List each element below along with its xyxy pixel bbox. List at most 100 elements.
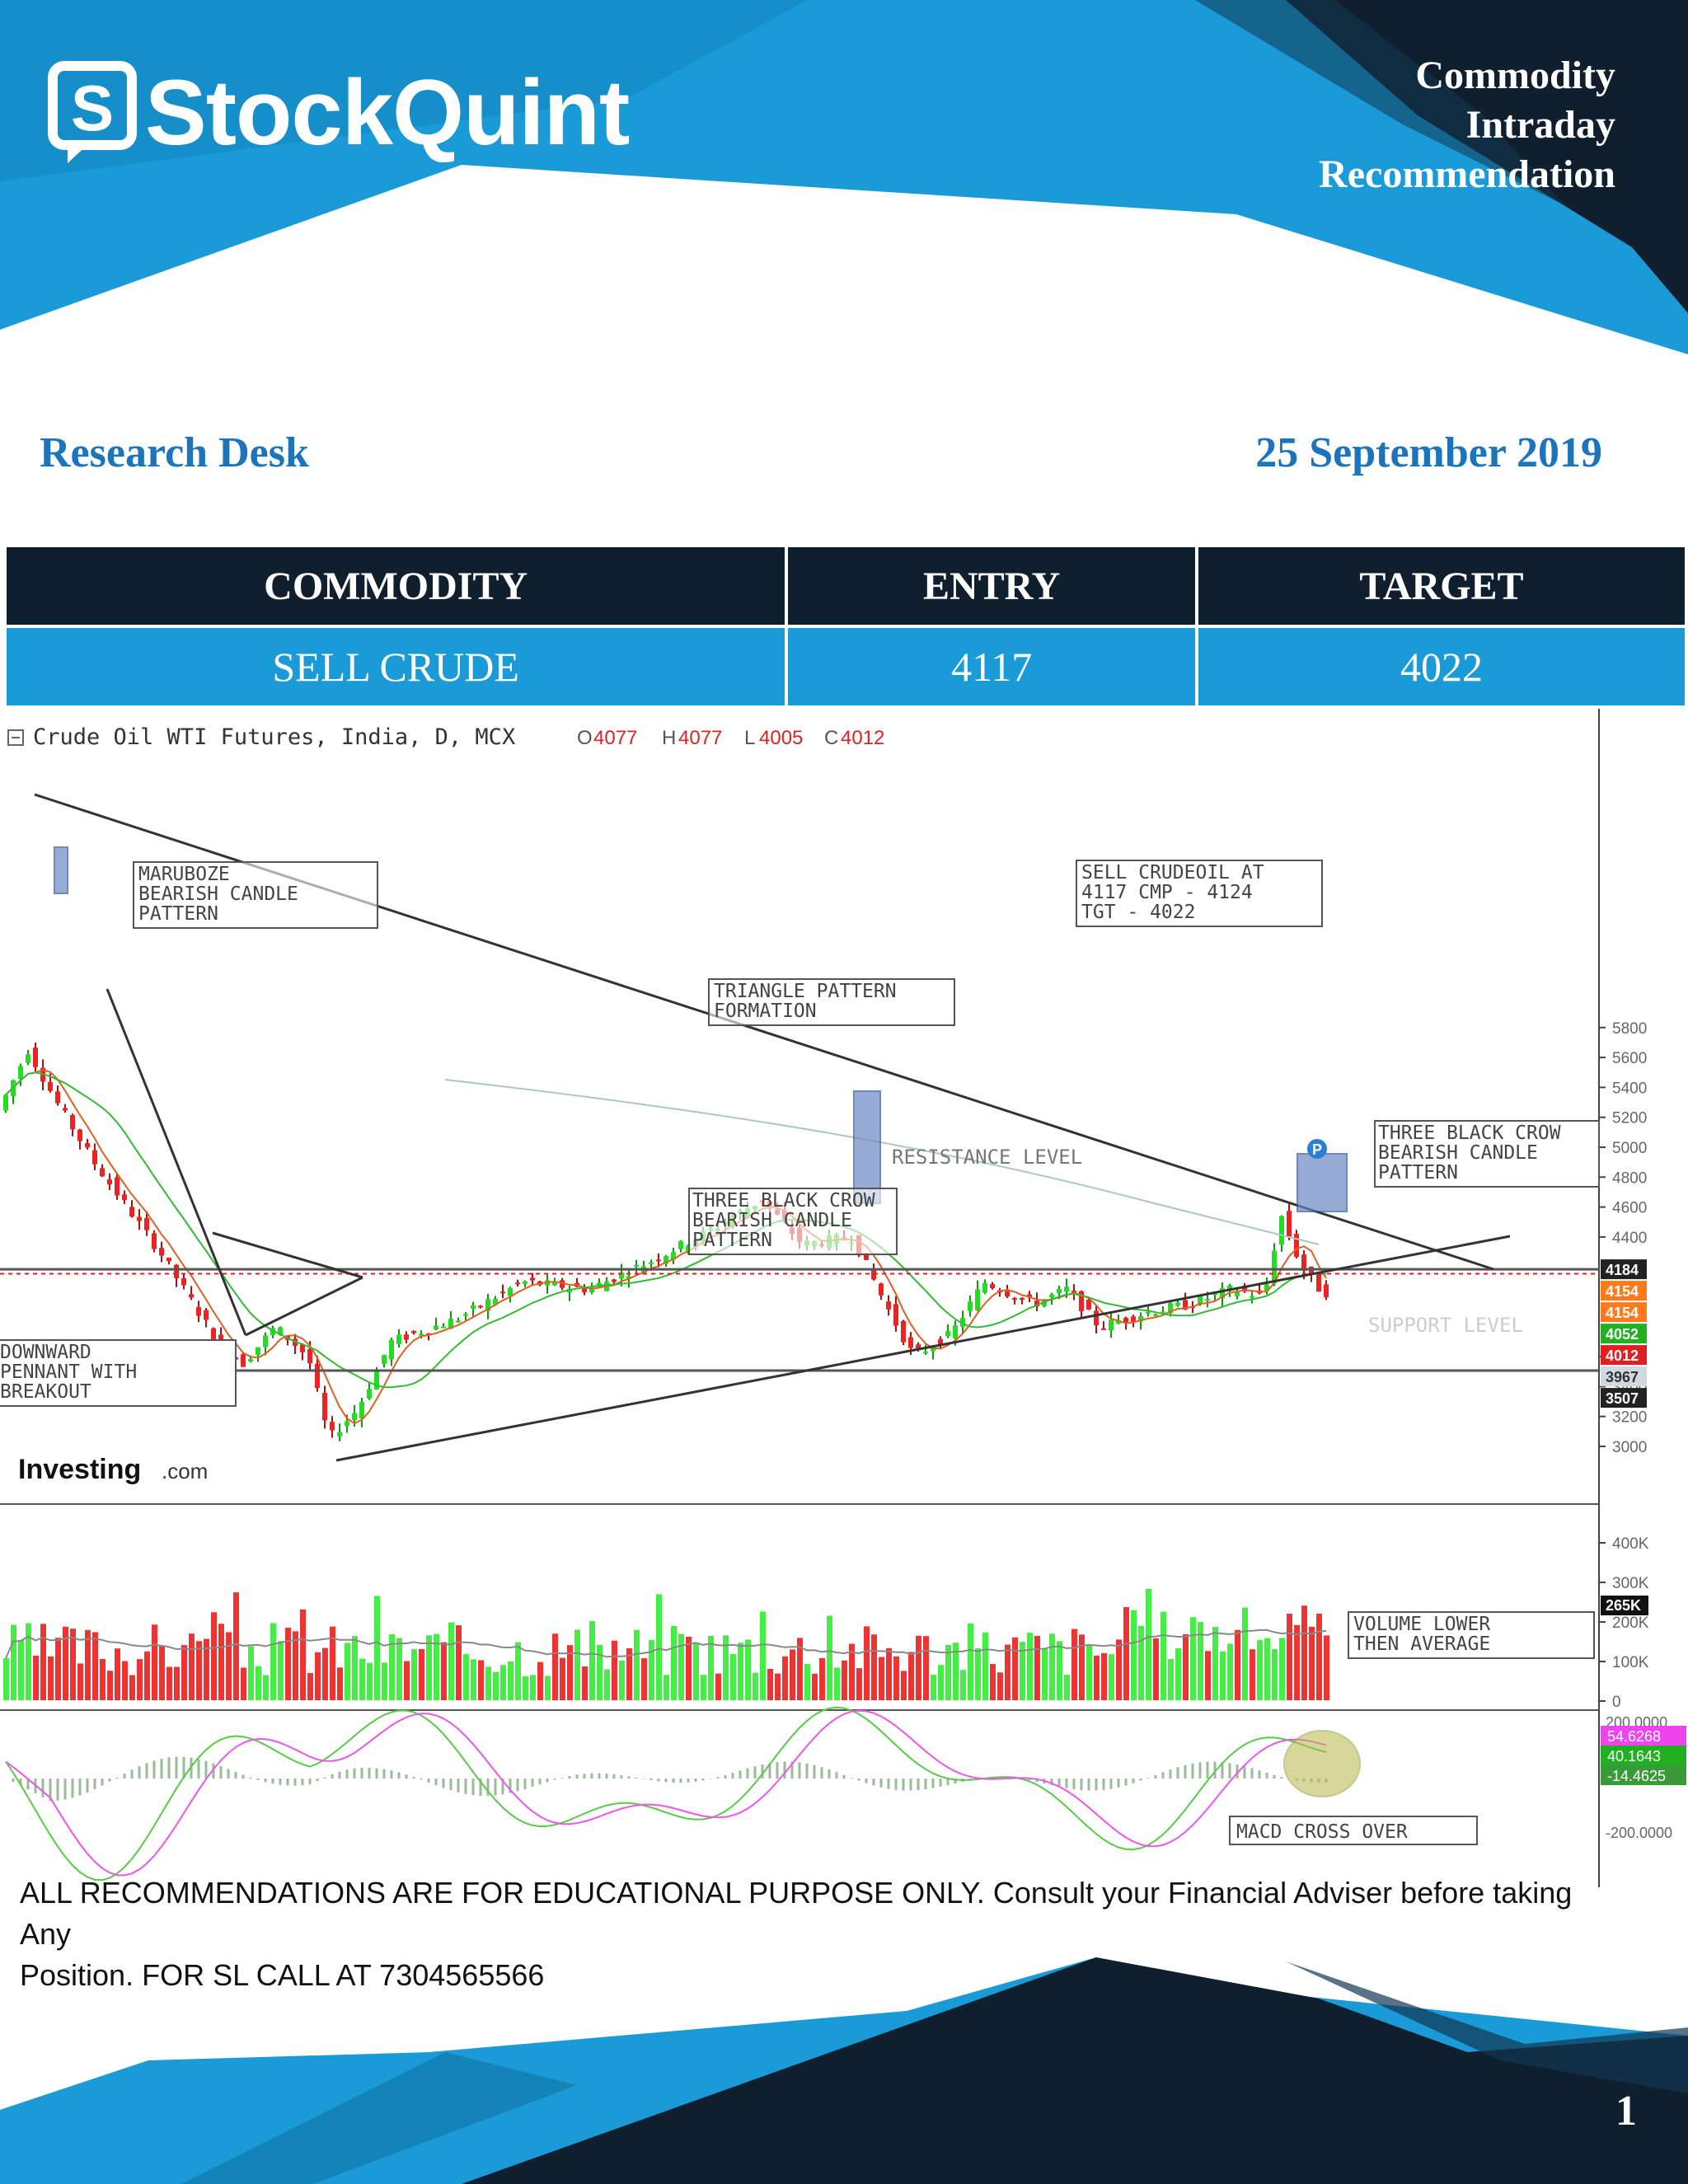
- volume-bar: [597, 1644, 603, 1700]
- report-date: 25 September 2019: [1255, 429, 1602, 476]
- candle-body: [1279, 1216, 1284, 1245]
- volume-bar: [856, 1668, 862, 1700]
- price-axis-label: 5200: [1612, 1110, 1647, 1127]
- volume-bar: [70, 1629, 76, 1700]
- table-header-cell: COMMODITY: [7, 547, 785, 625]
- volume-bar: [945, 1644, 951, 1700]
- candle-body: [463, 1314, 468, 1316]
- volume-bar: [1123, 1607, 1129, 1700]
- candle-body: [55, 1091, 60, 1104]
- volume-bar: [1034, 1636, 1040, 1700]
- volume-bar: [1012, 1637, 1018, 1700]
- table-row: SELL CRUDE 4117 4022: [7, 628, 1685, 705]
- candle-body: [1198, 1296, 1203, 1305]
- candle-body: [493, 1298, 498, 1305]
- moving-average-fast: [5, 1069, 1327, 1425]
- volume-bar: [226, 1632, 232, 1700]
- report-title-line: Commodity: [1415, 54, 1615, 97]
- candle-body: [352, 1413, 357, 1421]
- candle-body: [1079, 1291, 1084, 1312]
- candle-body: [1020, 1297, 1025, 1300]
- annotation-line: TRIANGLE PATTERN: [714, 981, 897, 1002]
- volume-bar: [686, 1636, 692, 1700]
- volume-bar: [1131, 1610, 1137, 1700]
- volume-bar: [738, 1643, 743, 1700]
- resistance-label: RESISTANCE LEVEL: [892, 1146, 1082, 1169]
- candle-body: [241, 1354, 246, 1367]
- candle-body: [523, 1281, 528, 1284]
- annotation-three-black-crow-mid: THREE BLACK CROW BEARISH CANDLE PATTERN: [688, 1188, 898, 1255]
- price-axis-label: 5000: [1612, 1140, 1647, 1157]
- recommendation-table: COMMODITY ENTRY TARGET SELL CRUDE 4117 4…: [3, 544, 1688, 709]
- candle-body: [1227, 1285, 1232, 1291]
- candle-body: [1005, 1291, 1010, 1297]
- volume-bar: [1027, 1633, 1033, 1700]
- candle-body: [411, 1331, 416, 1333]
- volume-bar: [574, 1629, 580, 1700]
- macd-tag-box: [1601, 1746, 1686, 1765]
- volume-bar: [730, 1654, 736, 1700]
- candle-body: [663, 1256, 668, 1264]
- price-tag-box: [1601, 1302, 1647, 1323]
- candle-body: [33, 1047, 38, 1067]
- volume-bar: [1309, 1626, 1315, 1700]
- candle-body: [137, 1216, 142, 1221]
- candle-body: [589, 1287, 594, 1293]
- candle-body: [508, 1287, 513, 1296]
- volume-bar: [241, 1667, 246, 1700]
- candle-body: [166, 1257, 171, 1262]
- volume-average-line: [5, 1629, 1327, 1659]
- candle-body: [382, 1355, 387, 1365]
- candle-body: [77, 1129, 82, 1141]
- candle-body: [500, 1291, 505, 1294]
- volume-bar: [389, 1633, 395, 1700]
- candle-body: [893, 1304, 898, 1326]
- candle-body: [923, 1352, 928, 1354]
- volume-bar: [122, 1661, 128, 1700]
- volume-bar: [671, 1626, 677, 1700]
- watermark-main: Investing: [18, 1454, 141, 1485]
- candle-body: [396, 1334, 401, 1344]
- ohlc-low: 4005: [759, 727, 803, 749]
- price-chart: Crude Oil WTI Futures, India, D, MCX O 4…: [0, 709, 1686, 1887]
- volume-bar: [1175, 1648, 1181, 1700]
- macd-tag-label: 40.1643: [1607, 1748, 1661, 1765]
- volume-bar: [790, 1649, 795, 1700]
- volume-bar: [871, 1634, 877, 1700]
- ohlc-high: 4077: [678, 727, 722, 749]
- candle-body: [1094, 1310, 1099, 1326]
- volume-bar: [626, 1648, 632, 1700]
- volume-bar: [1138, 1625, 1144, 1700]
- annotation-sell-call: SELL CRUDEOIL AT 4117 CMP - 4124 TGT - 4…: [1076, 860, 1323, 927]
- candle-body: [1235, 1291, 1240, 1296]
- volume-panel: [3, 1588, 1329, 1700]
- volume-bar: [307, 1672, 313, 1700]
- volume-bar: [1153, 1638, 1159, 1700]
- annotation-line: BEARISH CANDLE: [1378, 1142, 1538, 1164]
- price-tag-label: 4184: [1606, 1262, 1639, 1278]
- volume-bar: [493, 1671, 499, 1700]
- candle-body: [656, 1259, 661, 1262]
- candle-body: [174, 1264, 179, 1278]
- candle-body: [1138, 1316, 1143, 1322]
- volume-bar: [1257, 1639, 1263, 1700]
- candle-body: [1153, 1314, 1158, 1316]
- table-header-cell: ENTRY: [788, 547, 1196, 625]
- candle-body: [678, 1240, 683, 1249]
- candle-body: [204, 1310, 209, 1320]
- brand-name: StockQuint: [145, 61, 630, 164]
- annotation-line: BREAKOUT: [0, 1381, 91, 1403]
- candle-body: [671, 1252, 676, 1260]
- candle-body: [100, 1168, 105, 1177]
- volume-bar: [1079, 1634, 1085, 1700]
- candle-body: [448, 1319, 453, 1329]
- volume-bar: [1190, 1617, 1196, 1700]
- volume-bar: [582, 1666, 588, 1700]
- price-tag-box: [1601, 1324, 1647, 1344]
- volume-bar: [537, 1661, 543, 1700]
- annotation-line: 4117 CMP - 4124: [1081, 882, 1253, 903]
- volume-bar: [1198, 1621, 1203, 1700]
- volume-bar: [1101, 1652, 1107, 1700]
- volume-bar: [663, 1675, 669, 1700]
- volume-bar: [1212, 1627, 1218, 1700]
